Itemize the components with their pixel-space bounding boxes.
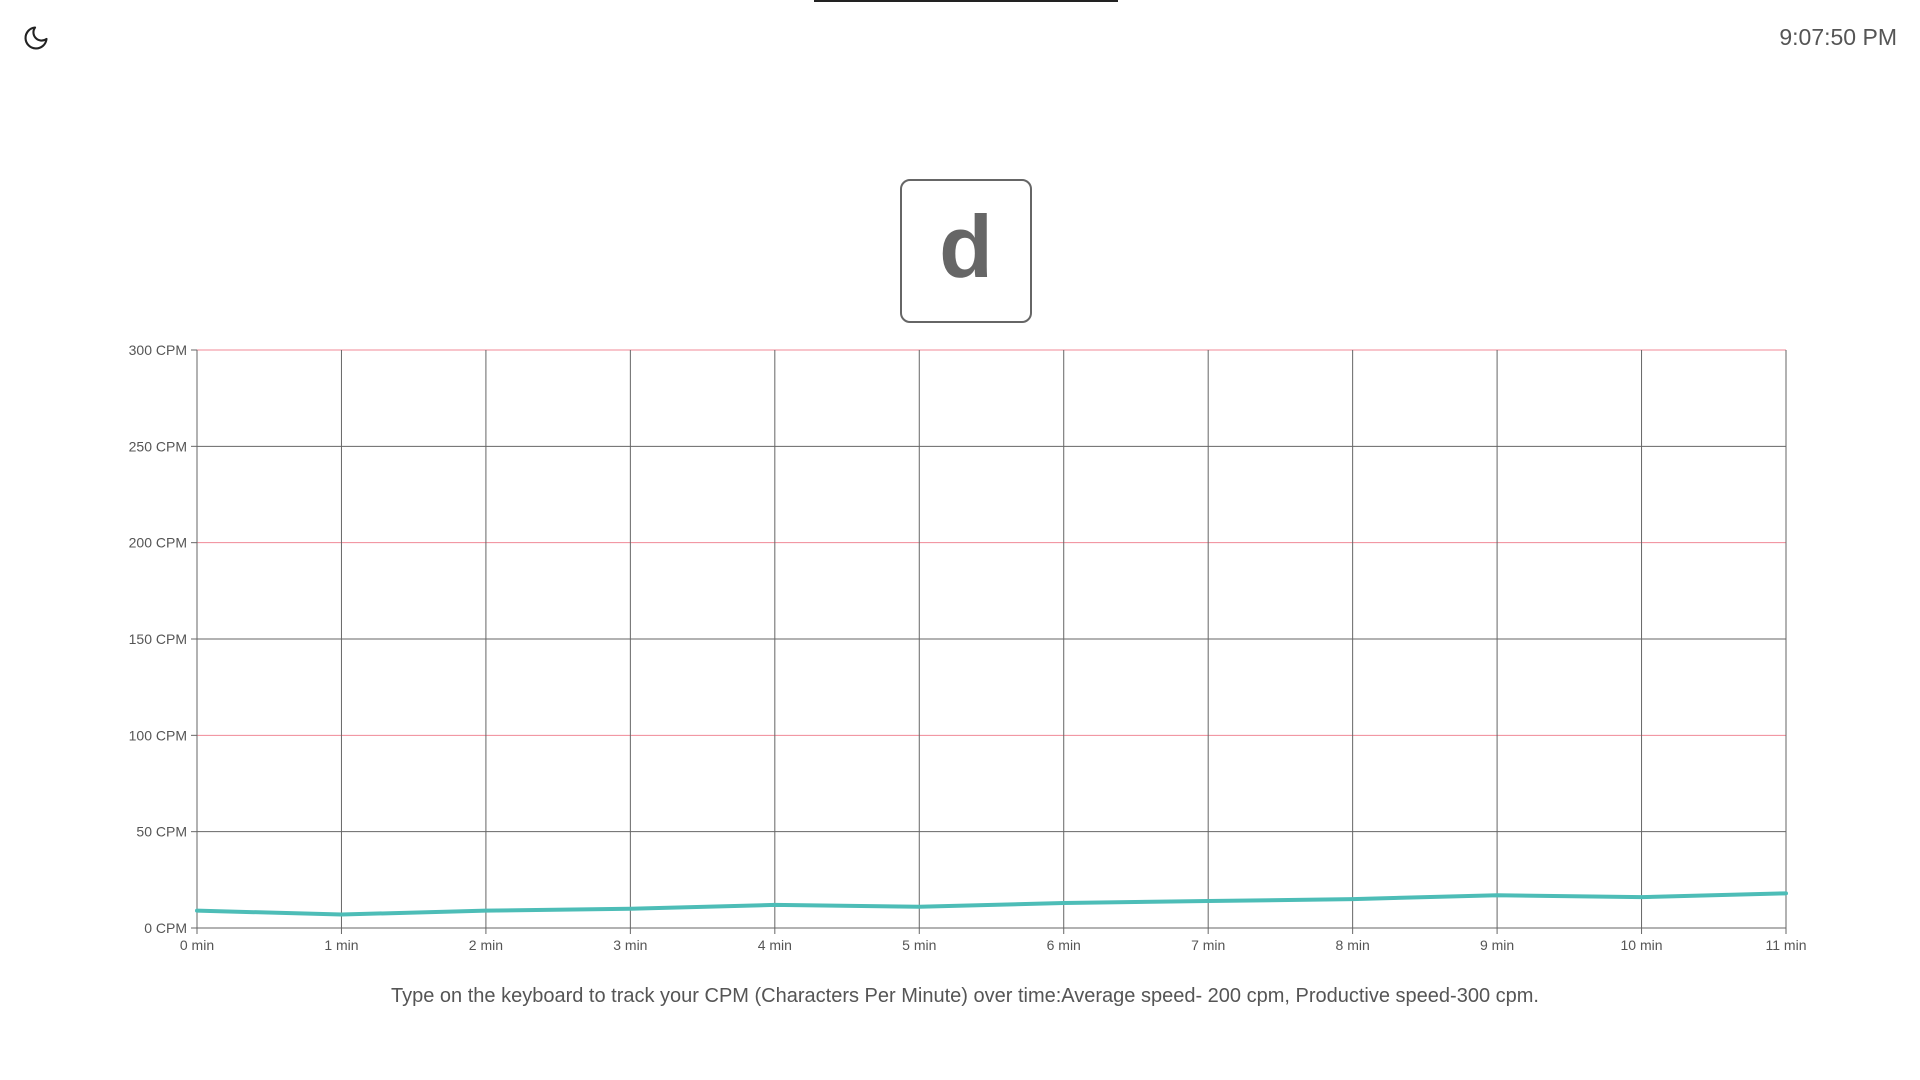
current-key-letter: d (939, 197, 993, 296)
cpm-data-point (1785, 892, 1787, 894)
x-tick-label: 11 min (1766, 937, 1807, 953)
clock: 9:07:50 PM (1779, 24, 1897, 50)
moon-icon (24, 26, 48, 50)
chart-axes: 0 CPM 50 CPM 100 CPM 150 CPM 200 CPM 250 CPM 3… (129, 342, 1807, 953)
y-tick-label: 50 CPM (136, 824, 187, 840)
cpm-data-point (196, 910, 198, 912)
y-tick-label: 100 CPM (129, 727, 187, 743)
cpm-data-point (340, 914, 342, 916)
y-tick-label: 250 CPM (129, 438, 187, 454)
x-tick-label: 10 min (1621, 937, 1663, 953)
x-tick-label: 8 min (1336, 937, 1370, 953)
cpm-data-point (1352, 898, 1354, 900)
x-tick-label: 1 min (324, 937, 358, 953)
cpm-data-point (485, 910, 487, 912)
y-tick-label: 0 CPM (144, 920, 187, 936)
cpm-data-point (1207, 900, 1209, 902)
x-tick-label: 3 min (613, 937, 647, 953)
chart-grid (196, 349, 1787, 928)
y-tick-label: 200 CPM (129, 535, 187, 551)
cpm-data-point (1496, 894, 1498, 896)
y-tick-label: 150 CPM (129, 631, 187, 647)
x-tick-label: 6 min (1047, 937, 1081, 953)
top-divider (814, 0, 1118, 2)
cpm-data-point (1641, 896, 1643, 898)
cpm-data-point (918, 906, 920, 908)
chart-series (195, 891, 1788, 917)
current-key-display: d (900, 179, 1032, 323)
y-tick-label: 300 CPM (129, 342, 187, 358)
x-tick-label: 4 min (758, 937, 792, 953)
chart-caption: Type on the keyboard to track your CPM (… (391, 985, 1539, 1007)
cpm-data-point (774, 904, 776, 906)
x-tick-label: 9 min (1480, 937, 1514, 953)
x-tick-label: 7 min (1191, 937, 1225, 953)
x-tick-label: 2 min (469, 937, 503, 953)
x-tick-label: 5 min (902, 937, 936, 953)
cpm-data-point (1063, 902, 1065, 904)
theme-toggle-button[interactable] (16, 18, 56, 58)
cpm-data-point (629, 908, 631, 910)
x-tick-label: 0 min (180, 937, 214, 953)
cpm-series-line (195, 891, 1788, 917)
